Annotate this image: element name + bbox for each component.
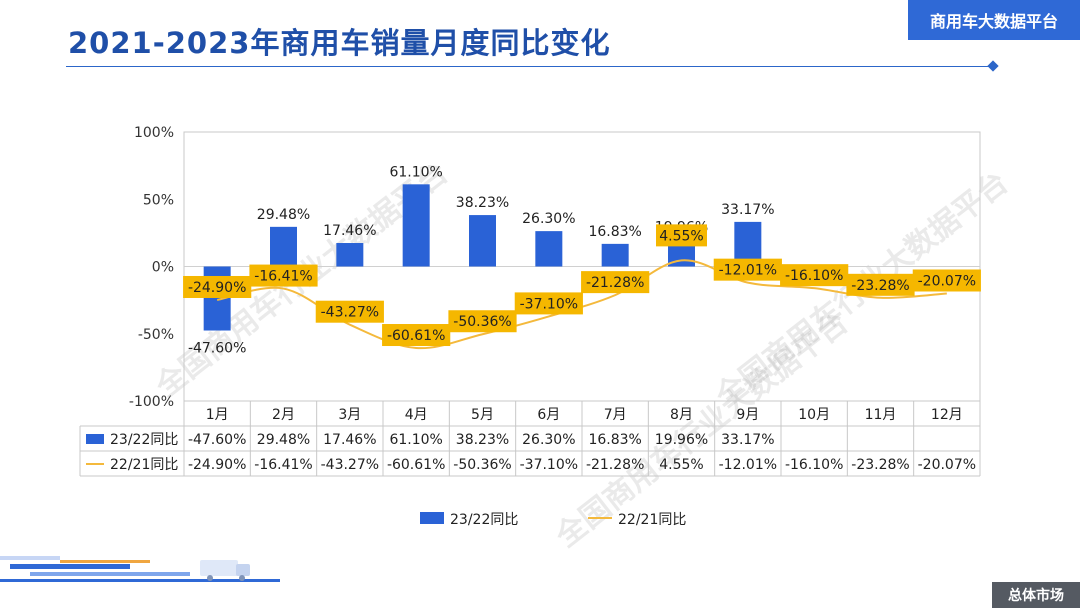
title-divider xyxy=(66,66,994,67)
line-data-label: -24.90% xyxy=(188,280,246,296)
table-cell: 33.17% xyxy=(721,432,774,448)
bar-data-label: 61.10% xyxy=(389,164,442,180)
line-data-label-box xyxy=(183,275,252,298)
table-cell: -60.61% xyxy=(387,457,445,473)
x-tick-label: 1月 xyxy=(206,407,229,423)
table-cell: -20.07% xyxy=(918,457,976,473)
x-tick-label: 12月 xyxy=(931,407,963,423)
line-data-label-box xyxy=(780,264,849,287)
line-data-label: -23.28% xyxy=(851,278,909,294)
bar-23-22 xyxy=(270,226,297,267)
x-tick-label: 3月 xyxy=(338,407,361,423)
table-cell: -12.01% xyxy=(719,457,777,473)
line-data-label: -21.28% xyxy=(586,275,644,291)
table-series-name: 22/21同比 xyxy=(110,457,178,473)
table-cell: 17.46% xyxy=(323,432,376,448)
brand-badge: 商用车大数据平台 xyxy=(908,0,1080,40)
x-tick-label: 5月 xyxy=(471,407,494,423)
bar-23-22 xyxy=(601,243,629,267)
truck-banner-graphic xyxy=(0,556,280,582)
table-series-name: 23/22同比 xyxy=(110,432,178,448)
section-tag: 总体市场 xyxy=(992,582,1080,608)
legend-key-bar xyxy=(420,512,444,524)
table-cell: 29.48% xyxy=(257,432,310,448)
line-data-label: -50.36% xyxy=(453,314,511,330)
x-tick-label: 9月 xyxy=(736,407,759,423)
x-tick-label: 11月 xyxy=(865,407,897,423)
y-tick-label: -50% xyxy=(138,327,174,343)
bar-23-22 xyxy=(469,215,496,267)
legend-label: 22/21同比 xyxy=(618,512,686,528)
bar-23-22 xyxy=(402,184,430,267)
table-cell: -50.36% xyxy=(453,457,511,473)
line-data-label: -37.10% xyxy=(520,296,578,312)
line-data-label-box xyxy=(713,258,782,281)
table-legend-key-bar xyxy=(86,434,104,444)
table-cell: 61.10% xyxy=(389,432,442,448)
bar-data-label: 26.30% xyxy=(522,211,575,227)
y-tick-label: 100% xyxy=(134,125,174,141)
y-tick-label: 50% xyxy=(143,192,174,208)
line-data-label: -16.41% xyxy=(254,269,312,285)
line-data-label-box xyxy=(315,300,384,323)
line-data-label-box xyxy=(448,310,517,333)
x-tick-label: 6月 xyxy=(537,407,560,423)
bar-data-label: 17.46% xyxy=(323,223,376,239)
table-cell: 16.83% xyxy=(588,432,641,448)
y-tick-label: -100% xyxy=(129,394,174,410)
x-tick-label: 2月 xyxy=(272,407,295,423)
table-cell: -37.10% xyxy=(520,457,578,473)
line-data-label: -12.01% xyxy=(719,263,777,279)
table-cell: 26.30% xyxy=(522,432,575,448)
line-data-label-box xyxy=(581,271,650,294)
bar-data-label: 33.17% xyxy=(721,202,774,218)
bar-23-22 xyxy=(535,231,563,267)
line-data-label-box xyxy=(656,224,707,247)
x-tick-label: 4月 xyxy=(405,407,428,423)
line-data-label: -20.07% xyxy=(918,273,976,289)
table-cell: 19.96% xyxy=(655,432,708,448)
line-data-label-box xyxy=(846,273,915,296)
bar-data-label: 16.83% xyxy=(588,224,641,240)
x-tick-label: 8月 xyxy=(670,407,693,423)
table-cell: -43.27% xyxy=(321,457,379,473)
bar-data-label: 38.23% xyxy=(456,195,509,211)
table-cell: 4.55% xyxy=(659,457,703,473)
line-data-label: -43.27% xyxy=(321,305,379,321)
x-tick-label: 7月 xyxy=(604,407,627,423)
line-data-label-box xyxy=(382,324,451,347)
y-tick-label: 0% xyxy=(152,260,174,276)
table-cell: 38.23% xyxy=(456,432,509,448)
x-tick-label: 10月 xyxy=(798,407,830,423)
page-title: 2021-2023年商用车销量月度同比变化 xyxy=(68,26,611,60)
line-data-label-box xyxy=(249,264,318,287)
table-cell: -47.60% xyxy=(188,432,246,448)
table-cell: -16.10% xyxy=(785,457,843,473)
legend-label: 23/22同比 xyxy=(450,512,518,528)
table-cell: -24.90% xyxy=(188,457,246,473)
line-data-label: 4.55% xyxy=(659,228,703,244)
bar-23-22 xyxy=(336,243,364,267)
line-data-label-box xyxy=(514,292,583,315)
line-data-label: -60.61% xyxy=(387,328,445,344)
line-data-label: -16.10% xyxy=(785,268,843,284)
table-cell: -21.28% xyxy=(586,457,644,473)
bar-data-label: 29.48% xyxy=(257,207,310,223)
table-cell: -16.41% xyxy=(254,457,312,473)
bar-data-label: -47.60% xyxy=(188,341,246,357)
table-cell: -23.28% xyxy=(851,457,909,473)
line-data-label-box xyxy=(912,269,981,292)
